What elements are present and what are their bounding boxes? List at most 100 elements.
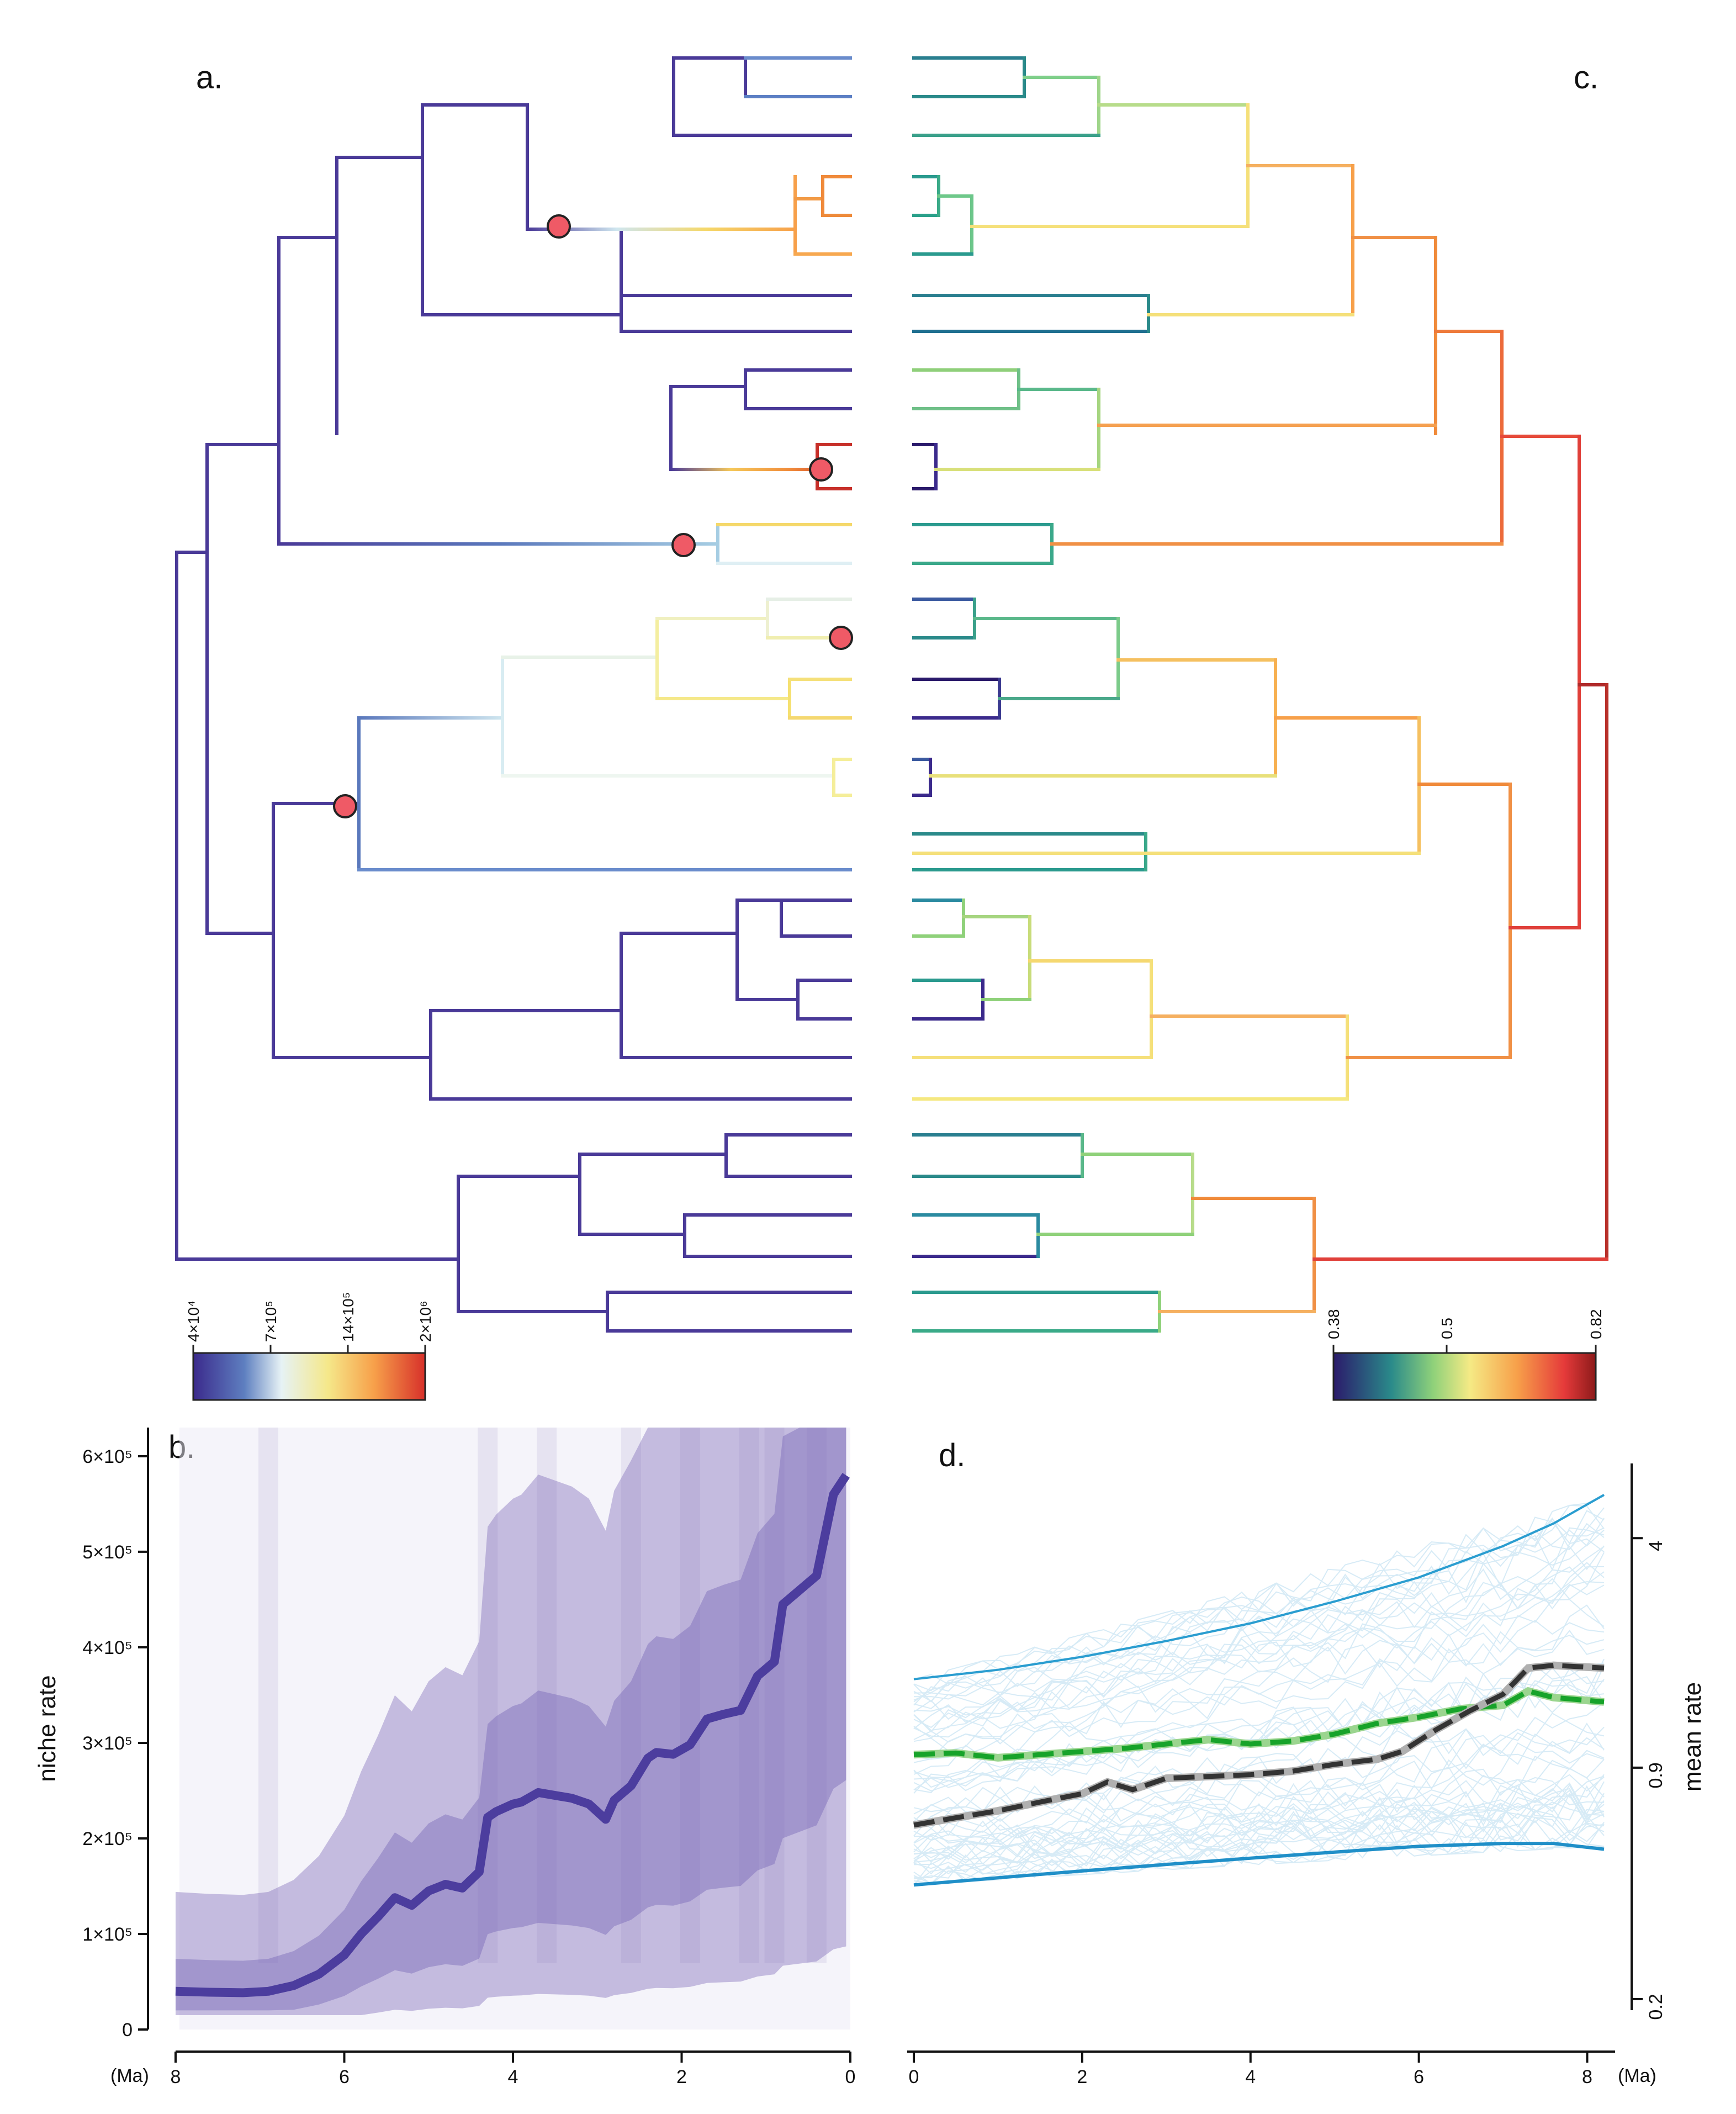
colorbar-c-gradient — [1332, 1352, 1597, 1401]
posterior-sample-line — [913, 1545, 1605, 1720]
y-tick-label-b: 4×10⁵ — [82, 1637, 133, 1658]
posterior-sample-line — [913, 1518, 1605, 1702]
rate-shift-node — [333, 794, 357, 818]
posterior-sample-line — [913, 1701, 1605, 1812]
posterior-sample-line — [913, 1795, 1605, 1873]
posterior-sample-line — [913, 1828, 1605, 1885]
posterior-sample-line — [913, 1662, 1605, 1779]
x-tick-label-b: 4 — [508, 2067, 518, 2087]
posterior-sample-line — [913, 1678, 1605, 1788]
y-tick-label-b: 2×10⁵ — [82, 1828, 133, 1849]
posterior-sample-line — [913, 1793, 1605, 1863]
x-ticks-b: 8 6 4 2 0 — [171, 2052, 855, 2087]
x-ticks-d: 0 2 4 6 8 — [909, 2052, 1592, 2087]
posterior-sample-line — [913, 1820, 1605, 1884]
posterior-sample-line — [913, 1581, 1605, 1739]
colorbar-a-tick-3: 2×10⁶ — [417, 1301, 434, 1342]
colorbar-a-tick-0: 4×10⁴ — [185, 1301, 202, 1342]
posterior-sample-line — [913, 1504, 1605, 1685]
posterior-sample-line — [913, 1774, 1605, 1863]
series-median — [913, 1688, 1605, 1761]
posterior-sample-line — [913, 1566, 1605, 1731]
y-tick-label-d: 0.2 — [1645, 1994, 1666, 2020]
posterior-sample-line — [913, 1806, 1605, 1880]
y-tick-label-d: 0.9 — [1645, 1762, 1666, 1788]
rate-shift-node — [547, 214, 571, 239]
posterior-stripe — [478, 1428, 498, 1963]
y-tick-label-b: 5×10⁵ — [82, 1542, 133, 1563]
posterior-sample-line — [913, 1529, 1605, 1700]
posterior-sample-line — [913, 1784, 1605, 1857]
posterior-sample-line — [913, 1552, 1605, 1730]
posterior-sample-line — [913, 1495, 1605, 1692]
rate-shift-node — [671, 533, 696, 557]
posterior-sample-line — [913, 1546, 1605, 1716]
posterior-band — [176, 1428, 846, 2015]
posterior-sample-line — [913, 1523, 1605, 1706]
posterior-sample-line — [913, 1713, 1605, 1815]
x-tick-label-b: 6 — [339, 2067, 350, 2087]
posterior-sample-line — [913, 1759, 1605, 1841]
posterior-stripe — [537, 1428, 557, 1963]
posterior-sample-line — [913, 1784, 1605, 1863]
panel-label-a: a. — [196, 60, 223, 96]
posterior-stripe — [764, 1428, 785, 1963]
posterior-sample-line — [913, 1784, 1605, 1862]
colorbar-a-gradient — [192, 1352, 426, 1401]
posterior-sample-line — [913, 1566, 1605, 1729]
colorbar-c-tick-0: 0.38 — [1325, 1309, 1342, 1340]
posterior-sample-line — [913, 1635, 1605, 1775]
series-mean — [913, 1663, 1605, 1828]
series-upper-bound — [913, 1494, 1605, 1680]
posterior-sample-line — [913, 1816, 1605, 1885]
rate-shift-node — [829, 626, 853, 650]
y-label-d: mean rate — [1679, 1682, 1706, 1791]
tree-niche-rate — [175, 56, 852, 1333]
posterior-stripe — [621, 1428, 641, 1963]
x-unit-b: (Ma) — [110, 2065, 149, 2086]
x-tick-label-b: 2 — [676, 2067, 687, 2087]
posterior-sample-line — [913, 1604, 1605, 1763]
posterior-sample-line — [913, 1630, 1605, 1760]
panel-b: 0 1×10⁵ 2×10⁵ 3×10⁵ 4×10⁵ 5×10⁵ 6×10⁵ 8 6 4 2 0 (M… — [34, 1428, 855, 2087]
y-tick-label-b: 3×10⁵ — [82, 1733, 133, 1754]
x-tick-label-d: 0 — [909, 2067, 919, 2087]
colorbar-c: 0.38 0.5 0.82 — [1325, 1309, 1605, 1401]
posterior-sample-line — [913, 1768, 1605, 1846]
posterior-sample-line — [913, 1510, 1605, 1694]
y-tick-label-b: 0 — [122, 2020, 133, 2041]
posterior-sample-line — [913, 1782, 1605, 1863]
tree-mean-rate — [912, 56, 1608, 1333]
posterior-sample-line — [913, 1809, 1605, 1880]
y-label-b: niche rate — [34, 1675, 61, 1782]
posterior-sample-line — [913, 1815, 1605, 1885]
posterior-sample-line — [913, 1742, 1605, 1837]
rate-shift-node — [809, 457, 833, 482]
rate-shift-nodes — [333, 214, 853, 818]
posterior-sample-line — [913, 1507, 1605, 1703]
posterior-sample-line — [913, 1789, 1605, 1865]
x-unit-d: (Ma) — [1618, 2065, 1656, 2086]
posterior-sample-line — [913, 1809, 1605, 1875]
posterior-sample-line — [913, 1562, 1605, 1733]
colorbar-a-tick-1: 7×10⁵ — [262, 1301, 279, 1342]
y-tick-label-d: 4 — [1645, 1541, 1666, 1551]
y-tick-label-b: 6×10⁵ — [82, 1446, 133, 1467]
posterior-sample-line — [913, 1599, 1605, 1743]
posterior-stripe — [258, 1428, 279, 1963]
y-ticks-d: 0.2 0.9 4 — [1632, 1537, 1666, 2020]
colorbar-c-tick-2: 0.82 — [1587, 1309, 1605, 1340]
panel-label-d: d. — [939, 1437, 965, 1473]
posterior-sample-line — [913, 1527, 1605, 1701]
y-tick-label-b: 1×10⁵ — [82, 1924, 133, 1945]
y-ticks-b: 0 1×10⁵ 2×10⁵ 3×10⁵ 4×10⁵ 5×10⁵ 6×10⁵ — [82, 1446, 148, 2041]
posterior-sample-line — [913, 1750, 1605, 1844]
x-tick-label-b: 8 — [171, 2067, 181, 2087]
series-lower-bound — [913, 1842, 1605, 1887]
posterior-sample-line — [913, 1538, 1605, 1709]
posterior-sample-line — [913, 1781, 1605, 1865]
posterior-sample-line — [913, 1658, 1605, 1788]
colorbar-a: 4×10⁴ 7×10⁵ 14×10⁵ 2×10⁶ — [185, 1292, 434, 1401]
x-tick-label-d: 8 — [1582, 2067, 1592, 2087]
